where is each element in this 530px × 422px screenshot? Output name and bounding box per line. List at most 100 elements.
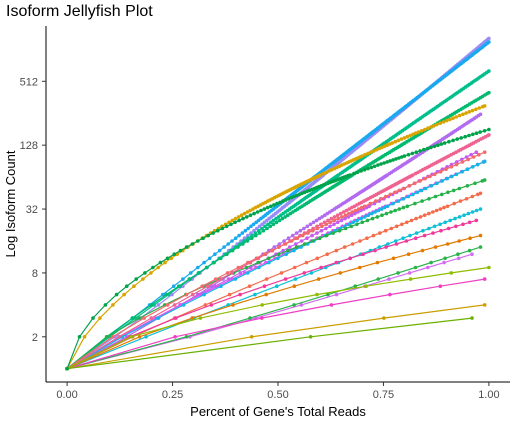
series-point — [427, 211, 431, 216]
series-point — [474, 218, 479, 223]
series-point — [462, 213, 466, 217]
series-point — [230, 271, 234, 275]
series-point — [370, 211, 374, 216]
series-point — [259, 208, 263, 213]
series-point — [362, 168, 367, 172]
series-point — [429, 184, 434, 188]
series-point — [384, 245, 388, 249]
series-point — [428, 174, 432, 179]
series-point — [270, 248, 274, 253]
series-point — [283, 242, 288, 246]
series-point — [379, 162, 383, 166]
series-point — [260, 222, 264, 227]
series-point — [264, 277, 269, 281]
series-point — [271, 222, 276, 227]
series-point — [272, 203, 276, 207]
series-point — [374, 147, 379, 152]
series-point — [256, 260, 260, 265]
series-point — [406, 152, 411, 157]
series-point — [386, 242, 390, 246]
series-point — [110, 335, 115, 339]
series-line — [66, 266, 489, 370]
series-point — [443, 256, 447, 261]
x-tick-label: 0.25 — [162, 389, 183, 401]
series-point — [482, 277, 487, 281]
series-point — [414, 231, 419, 235]
series-point — [276, 252, 281, 256]
series-point — [91, 316, 95, 320]
series-point — [325, 252, 330, 256]
series-point — [482, 159, 487, 164]
series-point — [394, 242, 399, 246]
series-point — [349, 224, 354, 229]
series-point — [275, 201, 279, 206]
series-point — [453, 216, 457, 221]
series-point — [240, 231, 245, 235]
series-point — [383, 194, 388, 199]
series-point — [242, 236, 247, 240]
series-point — [248, 213, 253, 217]
series-point — [277, 245, 281, 249]
y-tick-label: 512 — [20, 76, 38, 88]
series-point — [415, 190, 420, 195]
series-point — [278, 200, 282, 205]
series-point — [435, 181, 439, 186]
series-point — [260, 316, 264, 320]
series-point — [267, 256, 271, 261]
series-point — [470, 194, 475, 199]
series-point — [184, 292, 189, 297]
series-point — [284, 252, 289, 256]
series-point — [196, 265, 200, 270]
series-point — [184, 245, 189, 249]
series-point — [411, 192, 415, 197]
series-point — [309, 271, 314, 275]
isoform-series — [65, 207, 483, 371]
series-point — [388, 192, 393, 197]
series-point — [423, 127, 427, 132]
series-point — [294, 242, 298, 246]
series-point — [280, 216, 285, 221]
series-point — [440, 179, 445, 183]
series-point — [407, 271, 412, 275]
series-point — [401, 205, 406, 210]
series-point — [399, 137, 404, 141]
series-point — [465, 184, 470, 188]
series-point — [347, 211, 351, 216]
series-point — [393, 190, 397, 195]
series-point — [380, 213, 384, 217]
series-point — [336, 220, 340, 225]
series-point — [465, 167, 470, 171]
series-line — [66, 105, 485, 369]
series-point — [455, 160, 459, 164]
series-point — [165, 256, 170, 261]
series-point — [255, 210, 260, 214]
series-point — [408, 133, 413, 138]
series-point — [170, 292, 174, 297]
series-point — [246, 236, 250, 240]
series-point — [441, 120, 446, 124]
series-point — [137, 335, 142, 339]
series-point — [388, 292, 392, 297]
series-point — [455, 137, 460, 141]
series-point — [464, 111, 468, 115]
series-point — [454, 224, 458, 229]
series-point — [318, 173, 323, 177]
series-point — [433, 194, 438, 199]
series-point — [448, 117, 452, 122]
series-point — [196, 271, 201, 275]
series-point — [252, 211, 256, 216]
x-tick-label: 1.00 — [478, 389, 499, 401]
series-point — [249, 335, 254, 339]
series-point — [396, 138, 401, 143]
series-point — [286, 213, 290, 217]
series-point — [129, 335, 133, 339]
series-point — [413, 181, 417, 186]
series-point — [181, 277, 185, 281]
y-tick-label: 2 — [32, 332, 38, 344]
series-point — [414, 150, 419, 154]
series-point — [251, 222, 256, 227]
series-point — [254, 233, 258, 238]
series-point — [328, 220, 333, 225]
series-point — [169, 256, 174, 261]
series-point — [238, 271, 243, 275]
